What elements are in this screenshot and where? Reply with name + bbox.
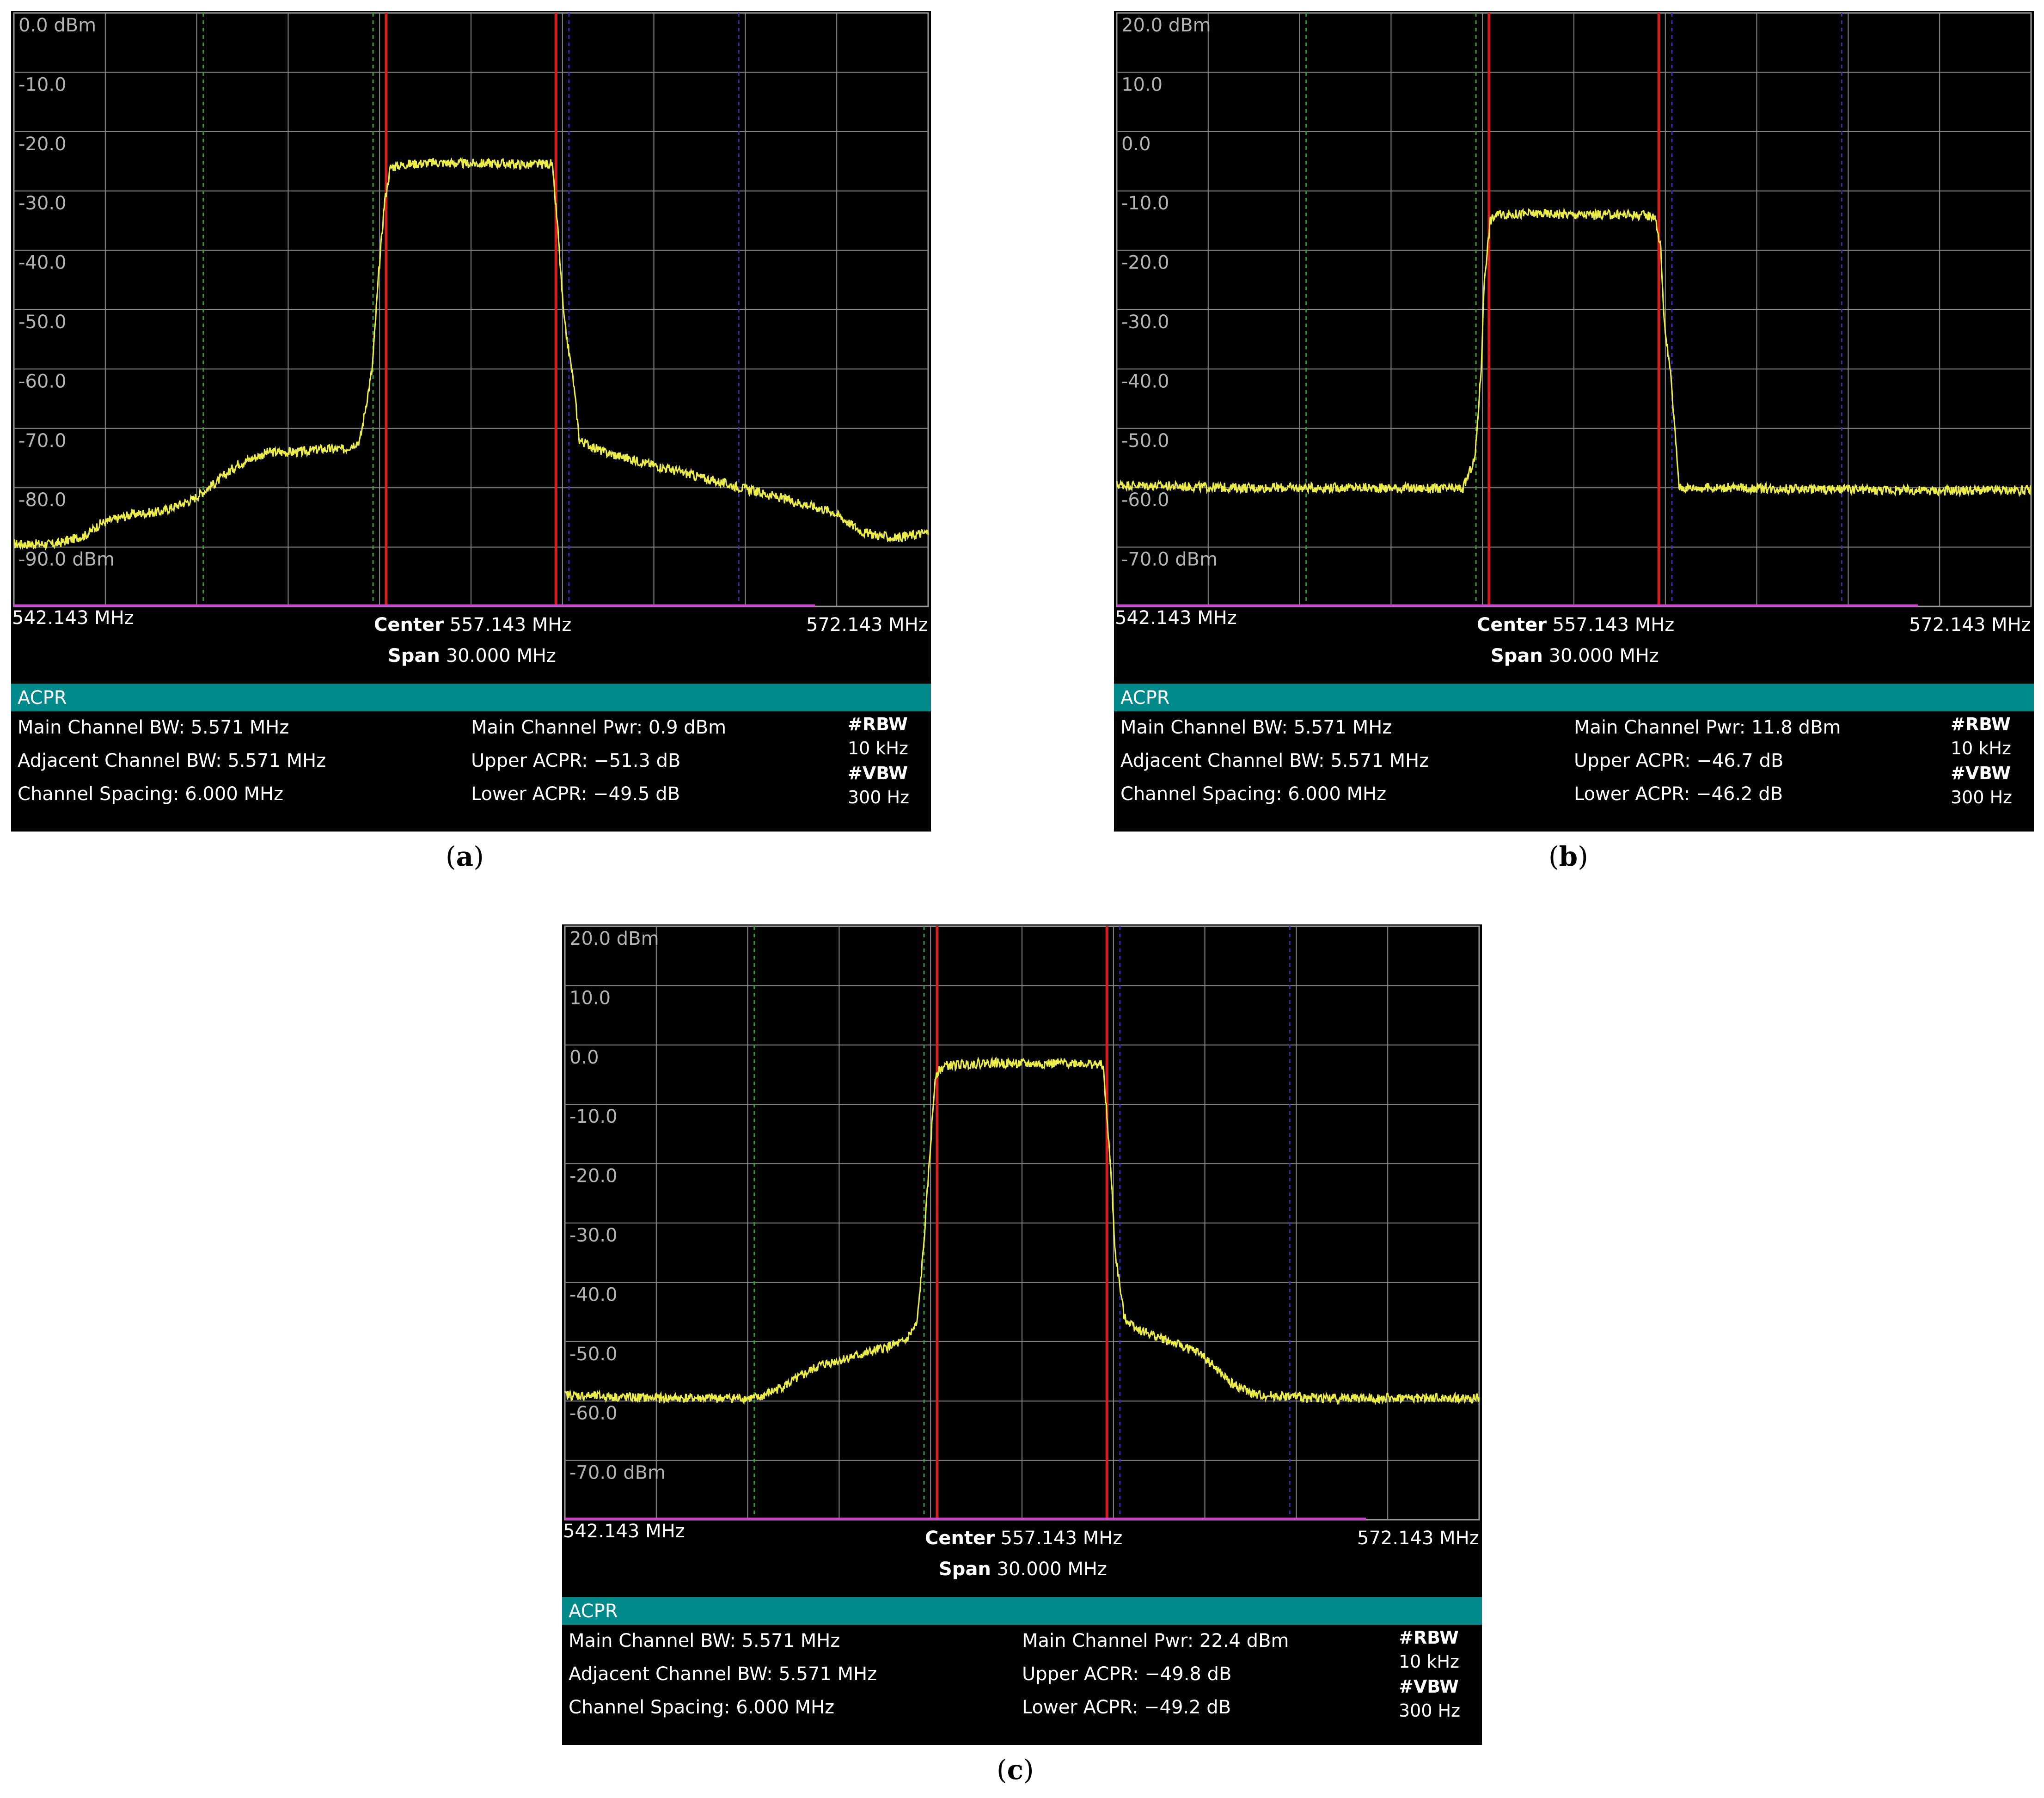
rbw-value: 10 kHz (1951, 738, 2011, 758)
y-tick-label: 10.0 (569, 987, 611, 1009)
spectrum-plot: 20.0 dBm 10.0 0.0 -10.0 -20.0 -30.0 -40.0 -50.0… (1116, 12, 2032, 607)
channel-spacing: Channel Spacing: 6.000 MHz (569, 1697, 835, 1718)
rbw-value: 10 kHz (848, 738, 908, 758)
span-frequency: Span 30.000 MHz (1491, 645, 1659, 667)
caption-b: (b) (1548, 841, 1588, 872)
lower-acpr: Lower ACPR: −46.2 dB (1574, 783, 1783, 805)
vbw-value: 300 Hz (1951, 787, 2013, 807)
y-tick-label: 10.0 (1121, 74, 1163, 95)
y-tick-label: -30.0 (1121, 312, 1169, 333)
analyzer-screen: 20.0 dBm 10.0 0.0 -10.0 -20.0 -30.0 -40.0 -50.0… (1114, 11, 2034, 832)
upper-acpr: Upper ACPR: −49.8 dB (1022, 1663, 1232, 1685)
main-channel-power: Main Channel Pwr: 0.9 dBm (471, 717, 727, 738)
y-tick-label: -20.0 (18, 134, 67, 155)
rbw-value: 10 kHz (1399, 1651, 1459, 1672)
rbw-label: #RBW (848, 714, 908, 734)
y-tick-label: -20.0 (569, 1166, 618, 1187)
y-tick-label: 0.0 dBm (18, 15, 96, 36)
start-frequency: 542.143 MHz (563, 1521, 685, 1542)
y-tick-label: 20.0 dBm (1121, 15, 1211, 36)
center-frequency: Center 557.143 MHz (1477, 614, 1675, 636)
upper-acpr: Upper ACPR: −51.3 dB (471, 750, 681, 771)
spectrum-plot: 20.0 dBm 10.0 0.0 -10.0 -20.0 -30.0 -40.0 -50.0… (564, 925, 1480, 1521)
y-tick-label: -30.0 (569, 1225, 618, 1246)
acpr-header: ACPR (562, 1597, 1482, 1625)
span-frequency: Span 30.000 MHz (939, 1559, 1107, 1580)
y-tick-label: -40.0 (18, 252, 67, 274)
y-tick-label: -10.0 (569, 1106, 618, 1127)
spectrum-trace (13, 157, 929, 551)
spectrum-trace (1116, 207, 2032, 498)
y-tick-label: -10.0 (18, 74, 67, 95)
y-tick-label: -70.0 dBm (569, 1462, 666, 1484)
main-channel-power: Main Channel Pwr: 22.4 dBm (1022, 1630, 1289, 1651)
adjacent-channel-bw: Adjacent Channel BW: 5.571 MHz (569, 1663, 877, 1685)
analyzer-screen: 20.0 dBm 10.0 0.0 -10.0 -20.0 -30.0 -40.0 -50.0… (562, 924, 1482, 1745)
y-tick-label: -60.0 (18, 371, 67, 392)
main-channel-bw: Main Channel BW: 5.571 MHz (569, 1630, 840, 1651)
y-tick-label: 0.0 (569, 1047, 599, 1068)
vbw-label: #VBW (848, 763, 908, 783)
y-tick-label: -80.0 (18, 489, 67, 511)
adjacent-channel-bw: Adjacent Channel BW: 5.571 MHz (1120, 750, 1429, 771)
acpr-header: ACPR (1114, 684, 2034, 711)
y-tick-label: -60.0 (569, 1403, 618, 1424)
y-tick-label: -40.0 (1121, 371, 1169, 392)
vbw-value: 300 Hz (848, 787, 910, 807)
caption-a: (a) (446, 841, 484, 872)
acpr-header: ACPR (11, 684, 931, 711)
stop-frequency: 572.143 MHz (1357, 1528, 1479, 1549)
channel-spacing: Channel Spacing: 6.000 MHz (1120, 783, 1387, 805)
analyzer-screen: 0.0 dBm -10.0 -20.0 -30.0 -40.0 -50.0 -60.0 -70… (11, 11, 931, 832)
rbw-label: #RBW (1951, 714, 2011, 734)
y-tick-label: -50.0 (1121, 430, 1169, 452)
start-frequency: 542.143 MHz (1115, 607, 1237, 629)
main-channel-bw: Main Channel BW: 5.571 MHz (1120, 717, 1392, 738)
lower-acpr: Lower ACPR: −49.5 dB (471, 783, 680, 805)
spectrum-panel-b: 20.0 dBm 10.0 0.0 -10.0 -20.0 -30.0 -40.0 -50.0… (1114, 11, 2034, 872)
vbw-value: 300 Hz (1399, 1700, 1461, 1721)
y-tick-label: 20.0 dBm (569, 928, 659, 949)
rbw-label: #RBW (1399, 1627, 1459, 1648)
upper-acpr: Upper ACPR: −46.7 dB (1574, 750, 1784, 771)
span-frequency: Span 30.000 MHz (388, 645, 556, 667)
lower-acpr: Lower ACPR: −49.2 dB (1022, 1697, 1231, 1718)
y-tick-label: 0.0 (1121, 134, 1151, 155)
spectrum-panel-c: 20.0 dBm 10.0 0.0 -10.0 -20.0 -30.0 -40.0 -50.0… (562, 924, 1482, 1786)
vbw-label: #VBW (1951, 763, 2011, 783)
caption-c: (c) (997, 1754, 1034, 1786)
main-channel-power: Main Channel Pwr: 11.8 dBm (1574, 717, 1841, 738)
y-tick-label: -30.0 (18, 193, 67, 214)
y-tick-label: -40.0 (569, 1284, 618, 1305)
stop-frequency: 572.143 MHz (806, 614, 928, 636)
stop-frequency: 572.143 MHz (1909, 614, 2031, 636)
spectrum-panel-a: 0.0 dBm -10.0 -20.0 -30.0 -40.0 -50.0 -60.0 -70… (11, 11, 931, 872)
adjacent-channel-bw: Adjacent Channel BW: 5.571 MHz (18, 750, 326, 771)
channel-spacing: Channel Spacing: 6.000 MHz (18, 783, 284, 805)
y-tick-label: -60.0 (1121, 489, 1169, 511)
start-frequency: 542.143 MHz (12, 607, 134, 629)
y-tick-label: -20.0 (1121, 252, 1169, 274)
main-channel-bw: Main Channel BW: 5.571 MHz (18, 717, 289, 738)
y-tick-label: -50.0 (18, 312, 67, 333)
y-tick-label: -10.0 (1121, 193, 1169, 214)
spectrum-trace (564, 1056, 1480, 1406)
center-frequency: Center 557.143 MHz (374, 614, 572, 636)
y-tick-label: -50.0 (569, 1344, 618, 1365)
spectrum-plot: 0.0 dBm -10.0 -20.0 -30.0 -40.0 -50.0 -60.0 -70… (13, 12, 929, 607)
y-tick-label: -70.0 (18, 430, 67, 452)
y-tick-label: -70.0 dBm (1121, 549, 1218, 570)
vbw-label: #VBW (1399, 1676, 1459, 1697)
center-frequency: Center 557.143 MHz (925, 1528, 1123, 1549)
y-tick-label: -90.0 dBm (18, 549, 115, 570)
